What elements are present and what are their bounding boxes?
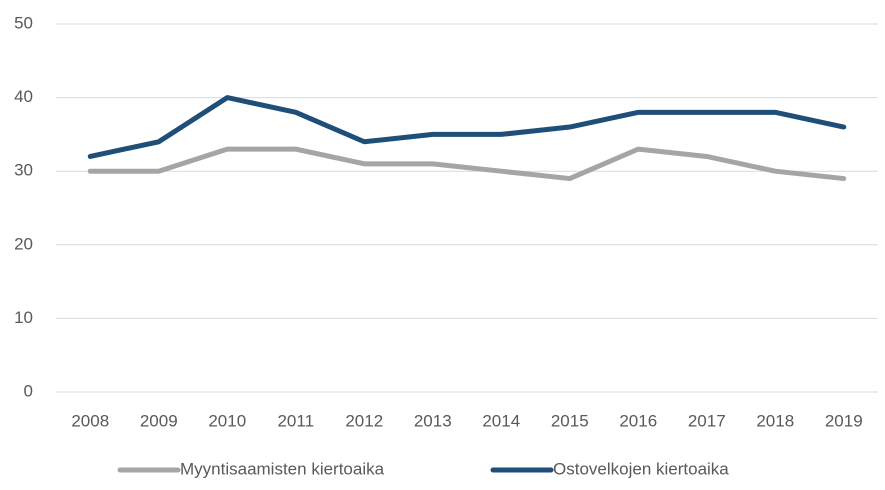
x-tick-label: 2018	[756, 411, 794, 430]
y-tick-label: 20	[14, 234, 33, 253]
legend-label: Ostovelkojen kiertoaika	[553, 459, 729, 478]
x-tick-label: 2013	[414, 411, 452, 430]
series-line	[87, 95, 847, 159]
legend-label: Myyntisaamisten kiertoaika	[180, 459, 385, 478]
x-tick-label: 2011	[277, 411, 314, 430]
x-tick-label: 2010	[208, 411, 246, 430]
x-tick-label: 2012	[345, 411, 383, 430]
y-tick-label: 30	[14, 161, 33, 180]
y-tick-label: 50	[14, 13, 33, 32]
x-tick-label: 2008	[71, 411, 109, 430]
y-tick-label: 40	[14, 87, 33, 106]
x-tick-label: 2015	[551, 411, 589, 430]
y-tick-label: 10	[14, 308, 33, 327]
x-tick-label: 2016	[619, 411, 657, 430]
x-tick-label: 2019	[825, 411, 863, 430]
y-tick-label: 0	[24, 381, 33, 400]
x-tick-label: 2017	[688, 411, 726, 430]
x-tick-label: 2014	[482, 411, 520, 430]
series-line	[87, 146, 847, 182]
x-tick-label: 2009	[140, 411, 178, 430]
